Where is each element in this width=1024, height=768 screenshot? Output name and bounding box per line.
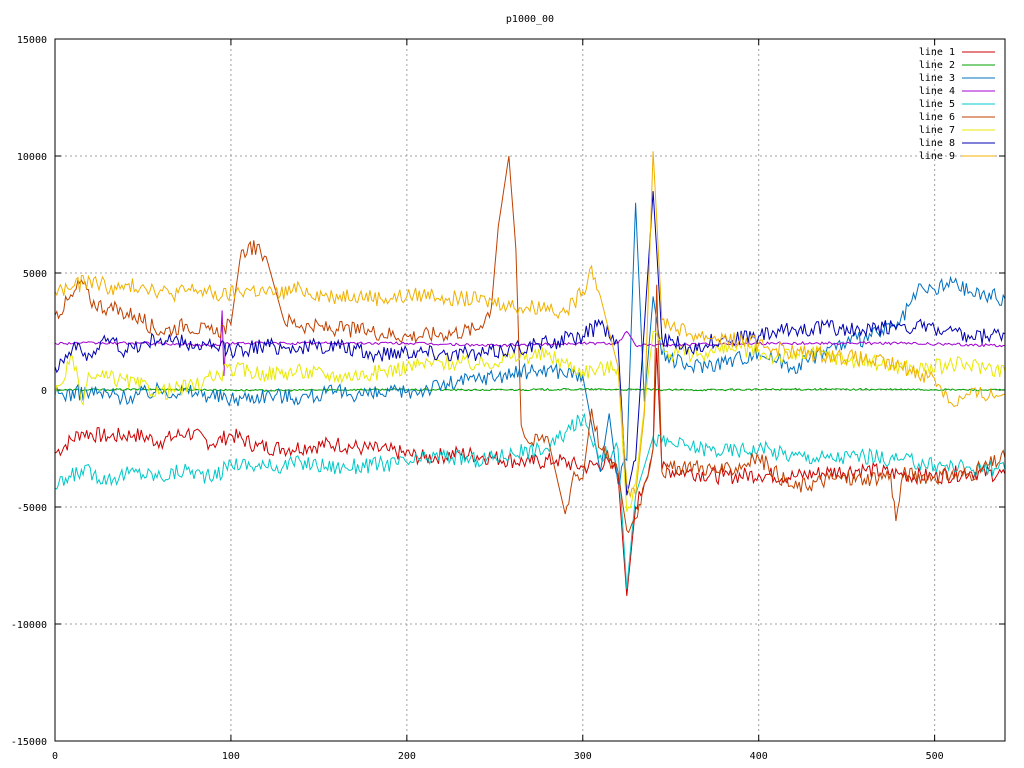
series-line-4 (55, 310, 1005, 377)
legend-label: line 9 (919, 151, 955, 162)
plot-area (55, 151, 1005, 596)
tick-labels: 0 100 200 300 400 500 -15000 -10000 -5000 0 5000 10… (11, 35, 944, 762)
plot-frame (54, 38, 1006, 742)
legend-label: line 3 (919, 73, 955, 84)
series-line-2 (55, 387, 1005, 393)
legend-label: line 5 (919, 99, 955, 110)
y-tick-label: 0 (41, 386, 47, 397)
chart-title: p1000_00 (506, 14, 554, 25)
x-tick-label: 400 (750, 751, 768, 762)
series-line-1 (55, 347, 1005, 596)
series-line-7 (55, 330, 1005, 512)
x-tick-label: 100 (222, 751, 240, 762)
legend-label: line 8 (919, 138, 955, 149)
legend-label: line 2 (919, 60, 955, 71)
legend-label: line 7 (919, 125, 955, 136)
y-tick-label: 10000 (17, 152, 47, 163)
y-tick-label: -10000 (11, 620, 47, 631)
series-line-5 (55, 412, 1005, 589)
series-line-8 (55, 191, 1005, 496)
x-tick-label: 200 (398, 751, 416, 762)
series-line-9 (55, 151, 1005, 499)
x-tick-label: 300 (574, 751, 592, 762)
x-tick-label: 500 (926, 751, 944, 762)
y-tick-label: -15000 (11, 737, 47, 748)
series-line-6 (55, 155, 1005, 534)
y-tick-label: 5000 (23, 269, 47, 280)
y-tick-label: 15000 (17, 35, 47, 46)
legend-label: line 1 (919, 47, 955, 58)
x-tick-label: 0 (52, 751, 58, 762)
legend-label: line 4 (919, 86, 955, 97)
legend-label: line 6 (919, 112, 955, 123)
y-tick-label: -5000 (17, 503, 47, 514)
axis-ticks (54, 38, 1005, 742)
legend: line 1 line 2 line 3 line 4 line 5 line 6 line… (919, 47, 995, 162)
